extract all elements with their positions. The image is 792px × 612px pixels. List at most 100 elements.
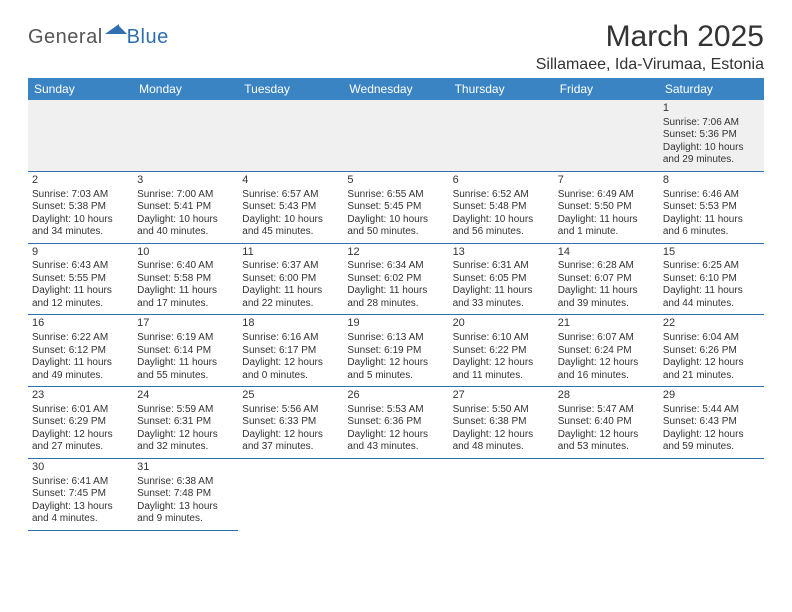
sunset-text: Sunset: 6:26 PM <box>663 345 760 358</box>
sunset-text: Sunset: 5:48 PM <box>453 201 550 214</box>
calendar-day-cell: 1Sunrise: 7:06 AMSunset: 5:36 PMDaylight… <box>659 100 764 171</box>
sunrise-text: Sunrise: 6:10 AM <box>453 332 550 345</box>
calendar-empty-cell <box>238 458 343 530</box>
daylight-text: Daylight: 12 hours and 16 minutes. <box>558 357 655 382</box>
sunrise-text: Sunrise: 7:00 AM <box>137 189 234 202</box>
sunrise-text: Sunrise: 6:34 AM <box>347 260 444 273</box>
day-number: 11 <box>242 246 339 260</box>
sunrise-text: Sunrise: 7:03 AM <box>32 189 129 202</box>
header: General Blue March 2025 Sillamaee, Ida-V… <box>28 20 764 74</box>
sunset-text: Sunset: 6:38 PM <box>453 416 550 429</box>
logo: General Blue <box>28 26 169 49</box>
sunrise-text: Sunrise: 5:50 AM <box>453 404 550 417</box>
calendar-day-cell: 19Sunrise: 6:13 AMSunset: 6:19 PMDayligh… <box>343 315 448 387</box>
day-number: 4 <box>242 174 339 188</box>
sunrise-text: Sunrise: 6:38 AM <box>137 476 234 489</box>
calendar-day-cell: 29Sunrise: 5:44 AMSunset: 6:43 PMDayligh… <box>659 387 764 459</box>
day-number: 20 <box>453 317 550 331</box>
daylight-text: Daylight: 11 hours and 17 minutes. <box>137 285 234 310</box>
day-number: 21 <box>558 317 655 331</box>
sunset-text: Sunset: 6:22 PM <box>453 345 550 358</box>
sunset-text: Sunset: 6:02 PM <box>347 273 444 286</box>
sunrise-text: Sunrise: 6:43 AM <box>32 260 129 273</box>
sunset-text: Sunset: 7:48 PM <box>137 488 234 501</box>
sunrise-text: Sunrise: 5:47 AM <box>558 404 655 417</box>
sunset-text: Sunset: 7:45 PM <box>32 488 129 501</box>
calendar-day-cell: 16Sunrise: 6:22 AMSunset: 6:12 PMDayligh… <box>28 315 133 387</box>
calendar-day-cell: 4Sunrise: 6:57 AMSunset: 5:43 PMDaylight… <box>238 171 343 243</box>
day-number: 3 <box>137 174 234 188</box>
sunset-text: Sunset: 5:36 PM <box>663 129 760 142</box>
daylight-text: Daylight: 13 hours and 9 minutes. <box>137 501 234 526</box>
calendar-day-cell: 14Sunrise: 6:28 AMSunset: 6:07 PMDayligh… <box>554 243 659 315</box>
logo-text-general: General <box>28 26 103 49</box>
daylight-text: Daylight: 11 hours and 6 minutes. <box>663 214 760 239</box>
sunrise-text: Sunrise: 6:13 AM <box>347 332 444 345</box>
calendar-week-row: 16Sunrise: 6:22 AMSunset: 6:12 PM Dayligh… <box>28 315 764 387</box>
daylight-text: Daylight: 10 hours and 56 minutes. <box>453 214 550 239</box>
sunset-text: Sunset: 5:38 PM <box>32 201 129 214</box>
daylight-text: Daylight: 11 hours and 22 minutes. <box>242 285 339 310</box>
day-number: 7 <box>558 174 655 188</box>
day-number: 1 <box>663 102 760 116</box>
sunrise-text: Sunrise: 6:22 AM <box>32 332 129 345</box>
sunset-text: Sunset: 6:14 PM <box>137 345 234 358</box>
day-number: 14 <box>558 246 655 260</box>
calendar-empty-cell <box>449 100 554 171</box>
calendar-empty-cell <box>554 100 659 171</box>
sunrise-text: Sunrise: 5:44 AM <box>663 404 760 417</box>
calendar-day-cell: 12Sunrise: 6:34 AMSunset: 6:02 PMDayligh… <box>343 243 448 315</box>
sunrise-text: Sunrise: 5:53 AM <box>347 404 444 417</box>
calendar-day-cell: 13Sunrise: 6:31 AMSunset: 6:05 PMDayligh… <box>449 243 554 315</box>
day-number: 22 <box>663 317 760 331</box>
sunset-text: Sunset: 6:17 PM <box>242 345 339 358</box>
day-number: 13 <box>453 246 550 260</box>
page-title: March 2025 <box>536 20 764 54</box>
calendar-day-cell: 3Sunrise: 7:00 AMSunset: 5:41 PMDaylight… <box>133 171 238 243</box>
day-number: 8 <box>663 174 760 188</box>
calendar-day-cell: 31Sunrise: 6:38 AMSunset: 7:48 PMDayligh… <box>133 458 238 530</box>
sunset-text: Sunset: 6:24 PM <box>558 345 655 358</box>
sunset-text: Sunset: 6:12 PM <box>32 345 129 358</box>
day-number: 28 <box>558 389 655 403</box>
calendar-day-cell: 10Sunrise: 6:40 AMSunset: 5:58 PMDayligh… <box>133 243 238 315</box>
weekday-header: Thursday <box>449 78 554 100</box>
daylight-text: Daylight: 12 hours and 43 minutes. <box>347 429 444 454</box>
sunset-text: Sunset: 5:53 PM <box>663 201 760 214</box>
daylight-text: Daylight: 12 hours and 48 minutes. <box>453 429 550 454</box>
day-number: 27 <box>453 389 550 403</box>
calendar-day-cell: 6Sunrise: 6:52 AMSunset: 5:48 PMDaylight… <box>449 171 554 243</box>
sunset-text: Sunset: 6:07 PM <box>558 273 655 286</box>
sunrise-text: Sunrise: 6:37 AM <box>242 260 339 273</box>
day-number: 6 <box>453 174 550 188</box>
calendar-empty-cell <box>238 100 343 171</box>
day-number: 23 <box>32 389 129 403</box>
weekday-header: Tuesday <box>238 78 343 100</box>
calendar-day-cell: 18Sunrise: 6:16 AMSunset: 6:17 PMDayligh… <box>238 315 343 387</box>
calendar-week-row: 30Sunrise: 6:41 AMSunset: 7:45 PMDayligh… <box>28 458 764 530</box>
daylight-text: Daylight: 12 hours and 53 minutes. <box>558 429 655 454</box>
day-number: 26 <box>347 389 444 403</box>
weekday-header: Saturday <box>659 78 764 100</box>
day-number: 10 <box>137 246 234 260</box>
day-number: 15 <box>663 246 760 260</box>
sunrise-text: Sunrise: 6:01 AM <box>32 404 129 417</box>
sunset-text: Sunset: 5:55 PM <box>32 273 129 286</box>
sunset-text: Sunset: 6:00 PM <box>242 273 339 286</box>
sunset-text: Sunset: 6:33 PM <box>242 416 339 429</box>
calendar-day-cell: 30Sunrise: 6:41 AMSunset: 7:45 PMDayligh… <box>28 458 133 530</box>
day-number: 9 <box>32 246 129 260</box>
weekday-header: Sunday <box>28 78 133 100</box>
day-number: 24 <box>137 389 234 403</box>
day-number: 25 <box>242 389 339 403</box>
sunset-text: Sunset: 5:41 PM <box>137 201 234 214</box>
day-number: 16 <box>32 317 129 331</box>
daylight-text: Daylight: 11 hours and 12 minutes. <box>32 285 129 310</box>
sunset-text: Sunset: 6:31 PM <box>137 416 234 429</box>
day-number: 12 <box>347 246 444 260</box>
daylight-text: Daylight: 11 hours and 28 minutes. <box>347 285 444 310</box>
calendar-day-cell: 25Sunrise: 5:56 AMSunset: 6:33 PMDayligh… <box>238 387 343 459</box>
calendar-day-cell: 11Sunrise: 6:37 AMSunset: 6:00 PMDayligh… <box>238 243 343 315</box>
calendar-day-cell: 17Sunrise: 6:19 AMSunset: 6:14 PMDayligh… <box>133 315 238 387</box>
calendar-week-row: 2Sunrise: 7:03 AMSunset: 5:38 PMDaylight… <box>28 171 764 243</box>
